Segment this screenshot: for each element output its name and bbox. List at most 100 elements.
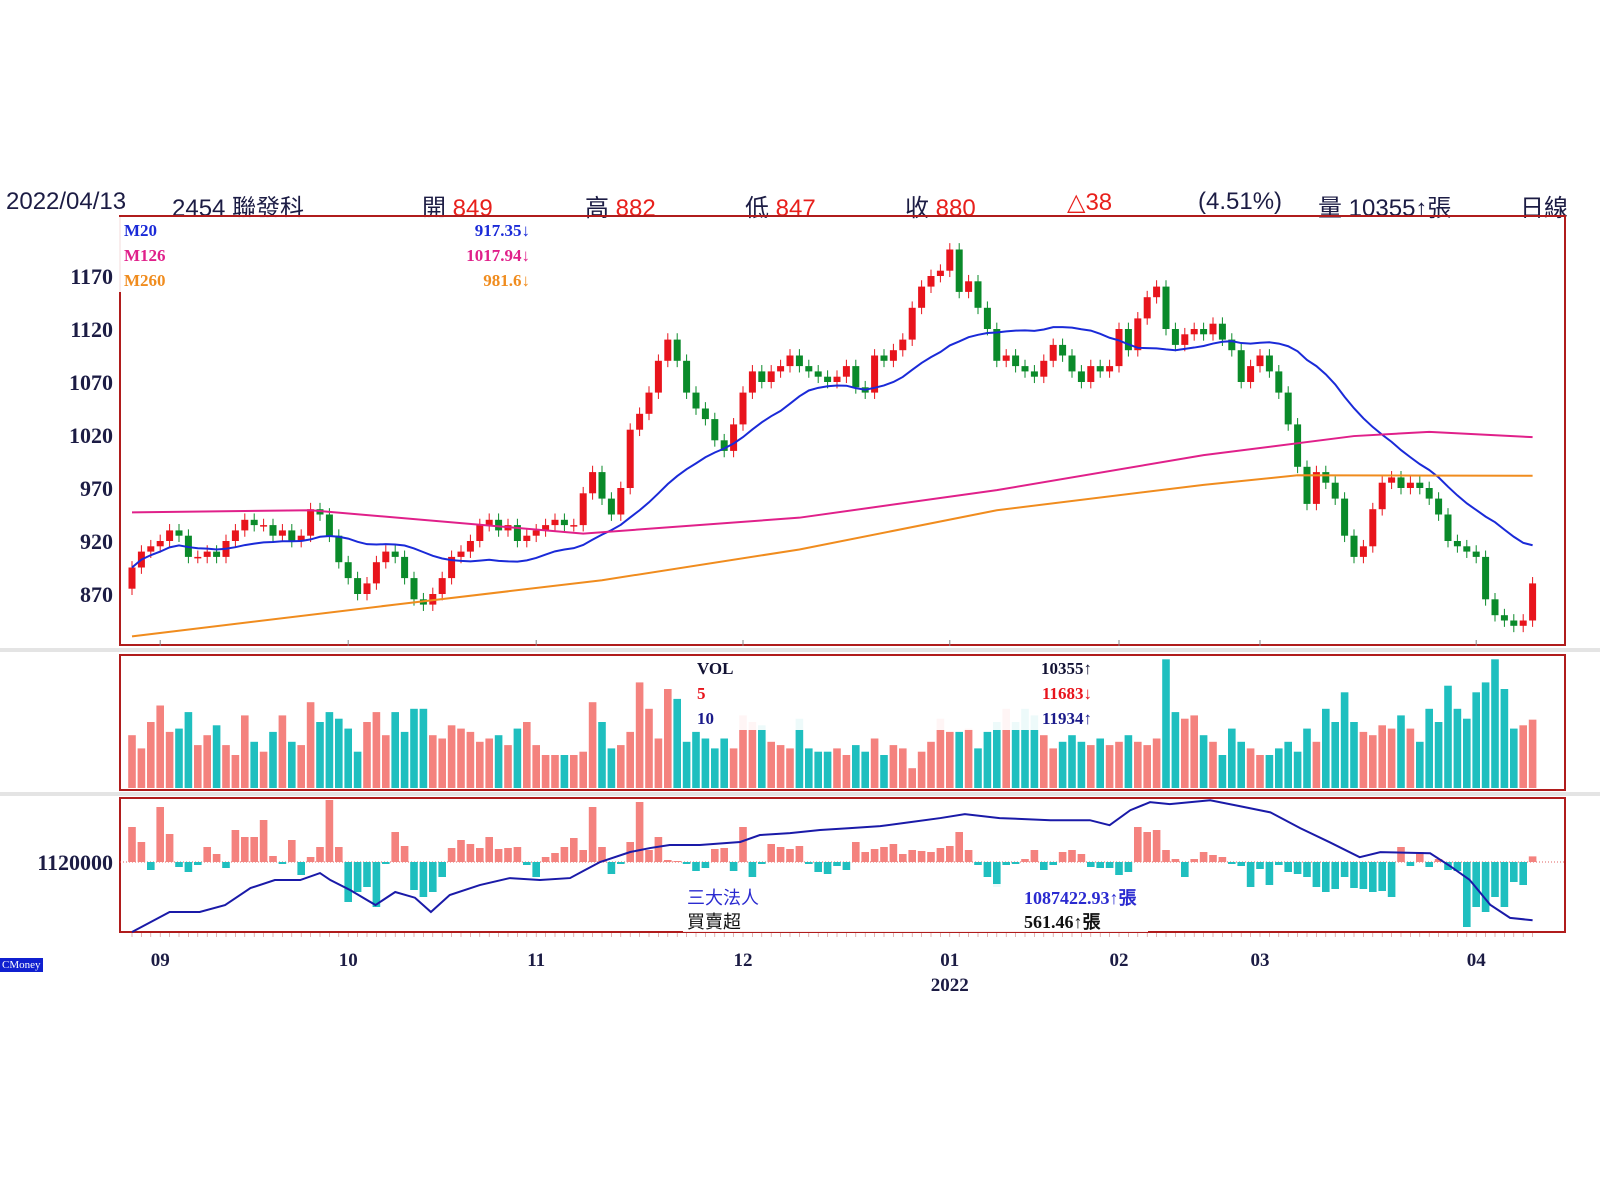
candle-body [269,525,277,536]
candle-body [1077,371,1085,382]
volume-bar [786,748,794,788]
volume-bar [231,755,240,788]
m126-line [131,430,1533,535]
net-buy-bar [447,848,456,862]
net-buy-bar [419,862,428,897]
net-buy-bar [494,849,503,862]
volume-bar [156,705,164,788]
candle-body [852,366,860,388]
volume-bar [1162,659,1170,788]
volume-bar [1068,735,1076,788]
volume-bar [1284,741,1292,788]
high-value: 882 [615,195,656,222]
volume-bar [165,731,174,788]
volume-legend-box [692,656,1095,730]
candle-body [1218,323,1226,340]
volume-bar [776,745,785,788]
volume-bar [1256,755,1264,788]
legend-name: M20 [124,221,157,240]
candle-body [166,530,174,541]
net-buy-bar [1087,862,1095,867]
legend-value: 10355↑ [1041,659,1092,678]
candle-body [654,360,662,393]
net-buy-bar [701,862,710,868]
m20-line [131,326,1533,569]
volume-bar [1510,728,1518,788]
net-buy-bar [156,807,164,862]
volume-bar [579,751,587,788]
volume-bar [767,741,775,788]
candle-body [636,413,644,430]
candle-body [1435,498,1443,515]
volume-bar [701,738,710,788]
low-label: 低 [745,195,769,222]
volume-panel-border [119,654,1566,791]
candle-body [344,562,352,579]
net-buy-bar [739,827,747,862]
volume-bar [861,751,869,788]
volume-bar [758,725,766,788]
net-buy-bar [1331,862,1339,889]
volume-bar [1528,719,1537,788]
candle-body [1416,482,1424,488]
volume-bar [635,682,644,788]
volume-bar [570,755,578,788]
net-buy-bar [485,837,493,862]
price-tick-label: 920 [80,529,113,554]
volume-bar [1049,748,1057,788]
volume-bar [1152,738,1161,788]
net-buy-bar [1491,862,1499,897]
net-buy-bar [147,862,155,870]
net-buy-bar [1256,862,1264,869]
net-buy-bar [673,861,681,862]
volume-bar [823,751,832,788]
net-buy-bar [288,840,296,862]
net-buy-bar [1124,862,1133,872]
volume-bar [1303,728,1311,788]
candle-body [466,541,474,552]
volume-bar [748,722,757,788]
net-buy-bar [1218,857,1227,862]
legend-value: 1087422.93↑張 [1024,888,1138,908]
volume-bar [1218,755,1227,788]
legend-name: M126 [124,246,166,265]
volume-bar [410,708,418,788]
net-buy-bar [570,838,578,862]
net-buy-bar [551,853,559,862]
candle-body [1030,371,1038,377]
volume-bar [241,715,249,788]
net-buy-bar [297,862,305,875]
candle-body [1312,472,1320,504]
volume-bar [842,755,851,788]
header-period: 日線 [1520,195,1568,222]
candle-body [1275,371,1283,393]
net-buy-bar [504,848,512,862]
net-buy-bar [400,846,409,862]
volume-bar [137,748,146,788]
candle-body [372,562,380,584]
candle-body [156,541,164,547]
net-buy-bar [429,862,437,892]
holdings-line [131,799,1533,933]
legend-value: 11934↑ [1042,709,1092,728]
net-buy-bar [664,860,672,862]
net-buy-bar [1199,852,1208,862]
high-label: 高 [585,195,609,222]
header-pct: (4.51%) [1198,188,1283,215]
candle-body [814,371,822,377]
volume-bar [1425,708,1433,788]
volume-bar [1453,708,1462,788]
candle-body [974,281,982,308]
price-tick-label: 1070 [69,370,113,395]
candle-body [203,551,211,557]
volume-bar [1275,748,1283,788]
net-buy-bar [222,862,230,868]
volume-label: 量 [1318,195,1342,222]
net-buy-bar [1096,862,1104,868]
net-buy-bar [1350,862,1358,888]
low-value: 847 [775,195,816,222]
candle-body [241,519,249,531]
volume-bar [814,751,822,788]
candle-body [1002,355,1010,361]
